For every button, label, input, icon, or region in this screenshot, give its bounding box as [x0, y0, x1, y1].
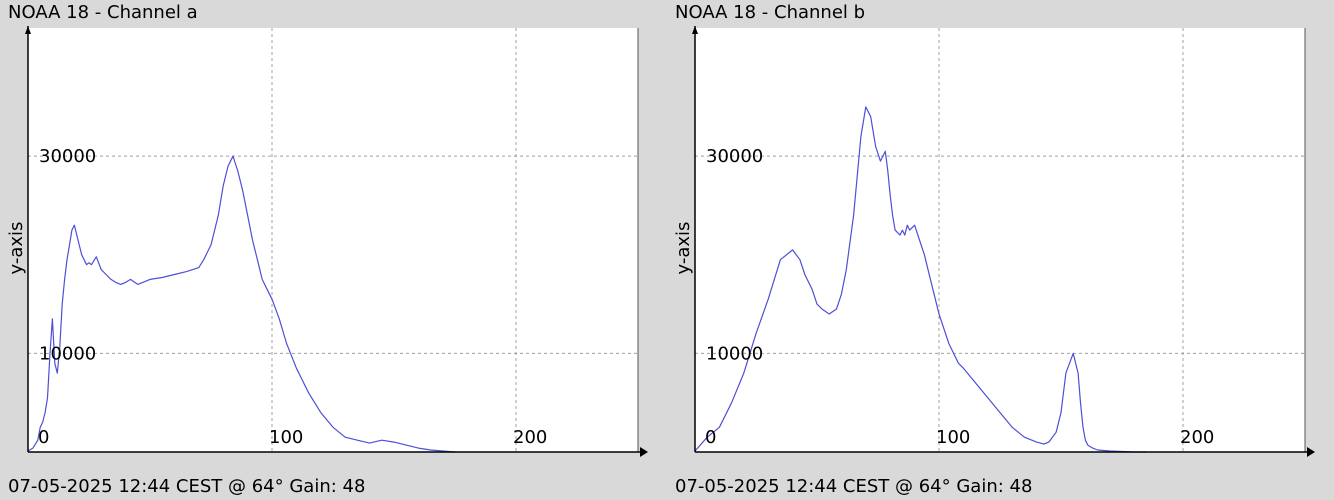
y-axis-label: y-axis — [673, 222, 694, 275]
y-axis-arrow — [692, 26, 698, 34]
x-tick-label: 200 — [1180, 427, 1214, 448]
series-line — [27, 155, 456, 453]
plot-area — [28, 28, 638, 452]
x-axis-arrow — [640, 447, 648, 457]
y-tick-label: 30000 — [39, 146, 96, 167]
x-tick-label: 0 — [705, 427, 716, 448]
x-axis-arrow — [1307, 447, 1315, 457]
chart-title: NOAA 18 - Channel b — [675, 2, 866, 23]
y-axis-label: y-axis — [6, 222, 27, 275]
y-axis-arrow — [25, 26, 31, 34]
x-tick-label: 100 — [936, 427, 970, 448]
plot-canvas: 0 100 200 10000 30000 y-axis — [673, 26, 1315, 457]
y-tick-label: 30000 — [706, 146, 763, 167]
chart-footer: 07-05-2025 12:44 CEST @ 64° Gain: 48 — [675, 476, 1033, 497]
series-line — [694, 106, 1147, 453]
x-tick-label: 100 — [269, 427, 303, 448]
chart-panel-a: NOAA 18 - Channel a 0 100 200 10000 30000 y-a… — [6, 2, 648, 497]
chart-footer: 07-05-2025 12:44 CEST @ 64° Gain: 48 — [8, 476, 366, 497]
chart-title: NOAA 18 - Channel a — [8, 2, 198, 23]
y-tick-label: 10000 — [706, 343, 763, 364]
y-tick-label: 10000 — [39, 343, 96, 364]
x-tick-label: 200 — [513, 427, 547, 448]
chart-panel-b: NOAA 18 - Channel b 0 100 200 10000 30000 y-a… — [667, 0, 1334, 500]
x-tick-label: 0 — [38, 427, 49, 448]
plot-canvas: 0 100 200 10000 30000 y-axis — [6, 26, 648, 457]
plot-area — [695, 28, 1305, 452]
